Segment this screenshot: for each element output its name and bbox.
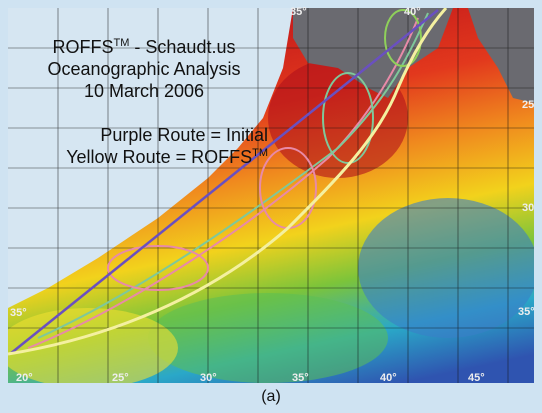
coordinate-label: 40° (380, 372, 397, 384)
trademark: TM (252, 147, 268, 159)
figure: ROFFSTM - Schaudt.usOceanographic Analys… (0, 0, 542, 413)
legend-purple: Purple Route = Initial (100, 125, 268, 145)
title-line: Oceanographic Analysis (47, 59, 240, 79)
coordinate-label: 35° (10, 307, 27, 319)
date: 10 March 2006 (84, 81, 204, 101)
legend-yellow: Yellow Route = ROFFS (66, 147, 252, 167)
coordinate-label: 40° (404, 6, 421, 18)
trademark: TM (114, 37, 130, 49)
coordinate-label: 30 (522, 202, 534, 214)
coordinate-label: 25° (112, 372, 129, 384)
coordinate-label: 25 (522, 99, 534, 111)
coordinate-label: 45° (468, 372, 485, 384)
coordinate-label: 30° (200, 372, 217, 384)
title-brand: ROFFS (53, 37, 114, 57)
coordinate-label: 35° (290, 6, 307, 18)
caption: (a) (0, 388, 542, 406)
coordinate-label: 35° (518, 306, 535, 318)
coordinate-label: 35° (292, 372, 309, 384)
coordinate-label: 20° (16, 372, 33, 384)
title-suffix: - Schaudt.us (129, 37, 235, 57)
